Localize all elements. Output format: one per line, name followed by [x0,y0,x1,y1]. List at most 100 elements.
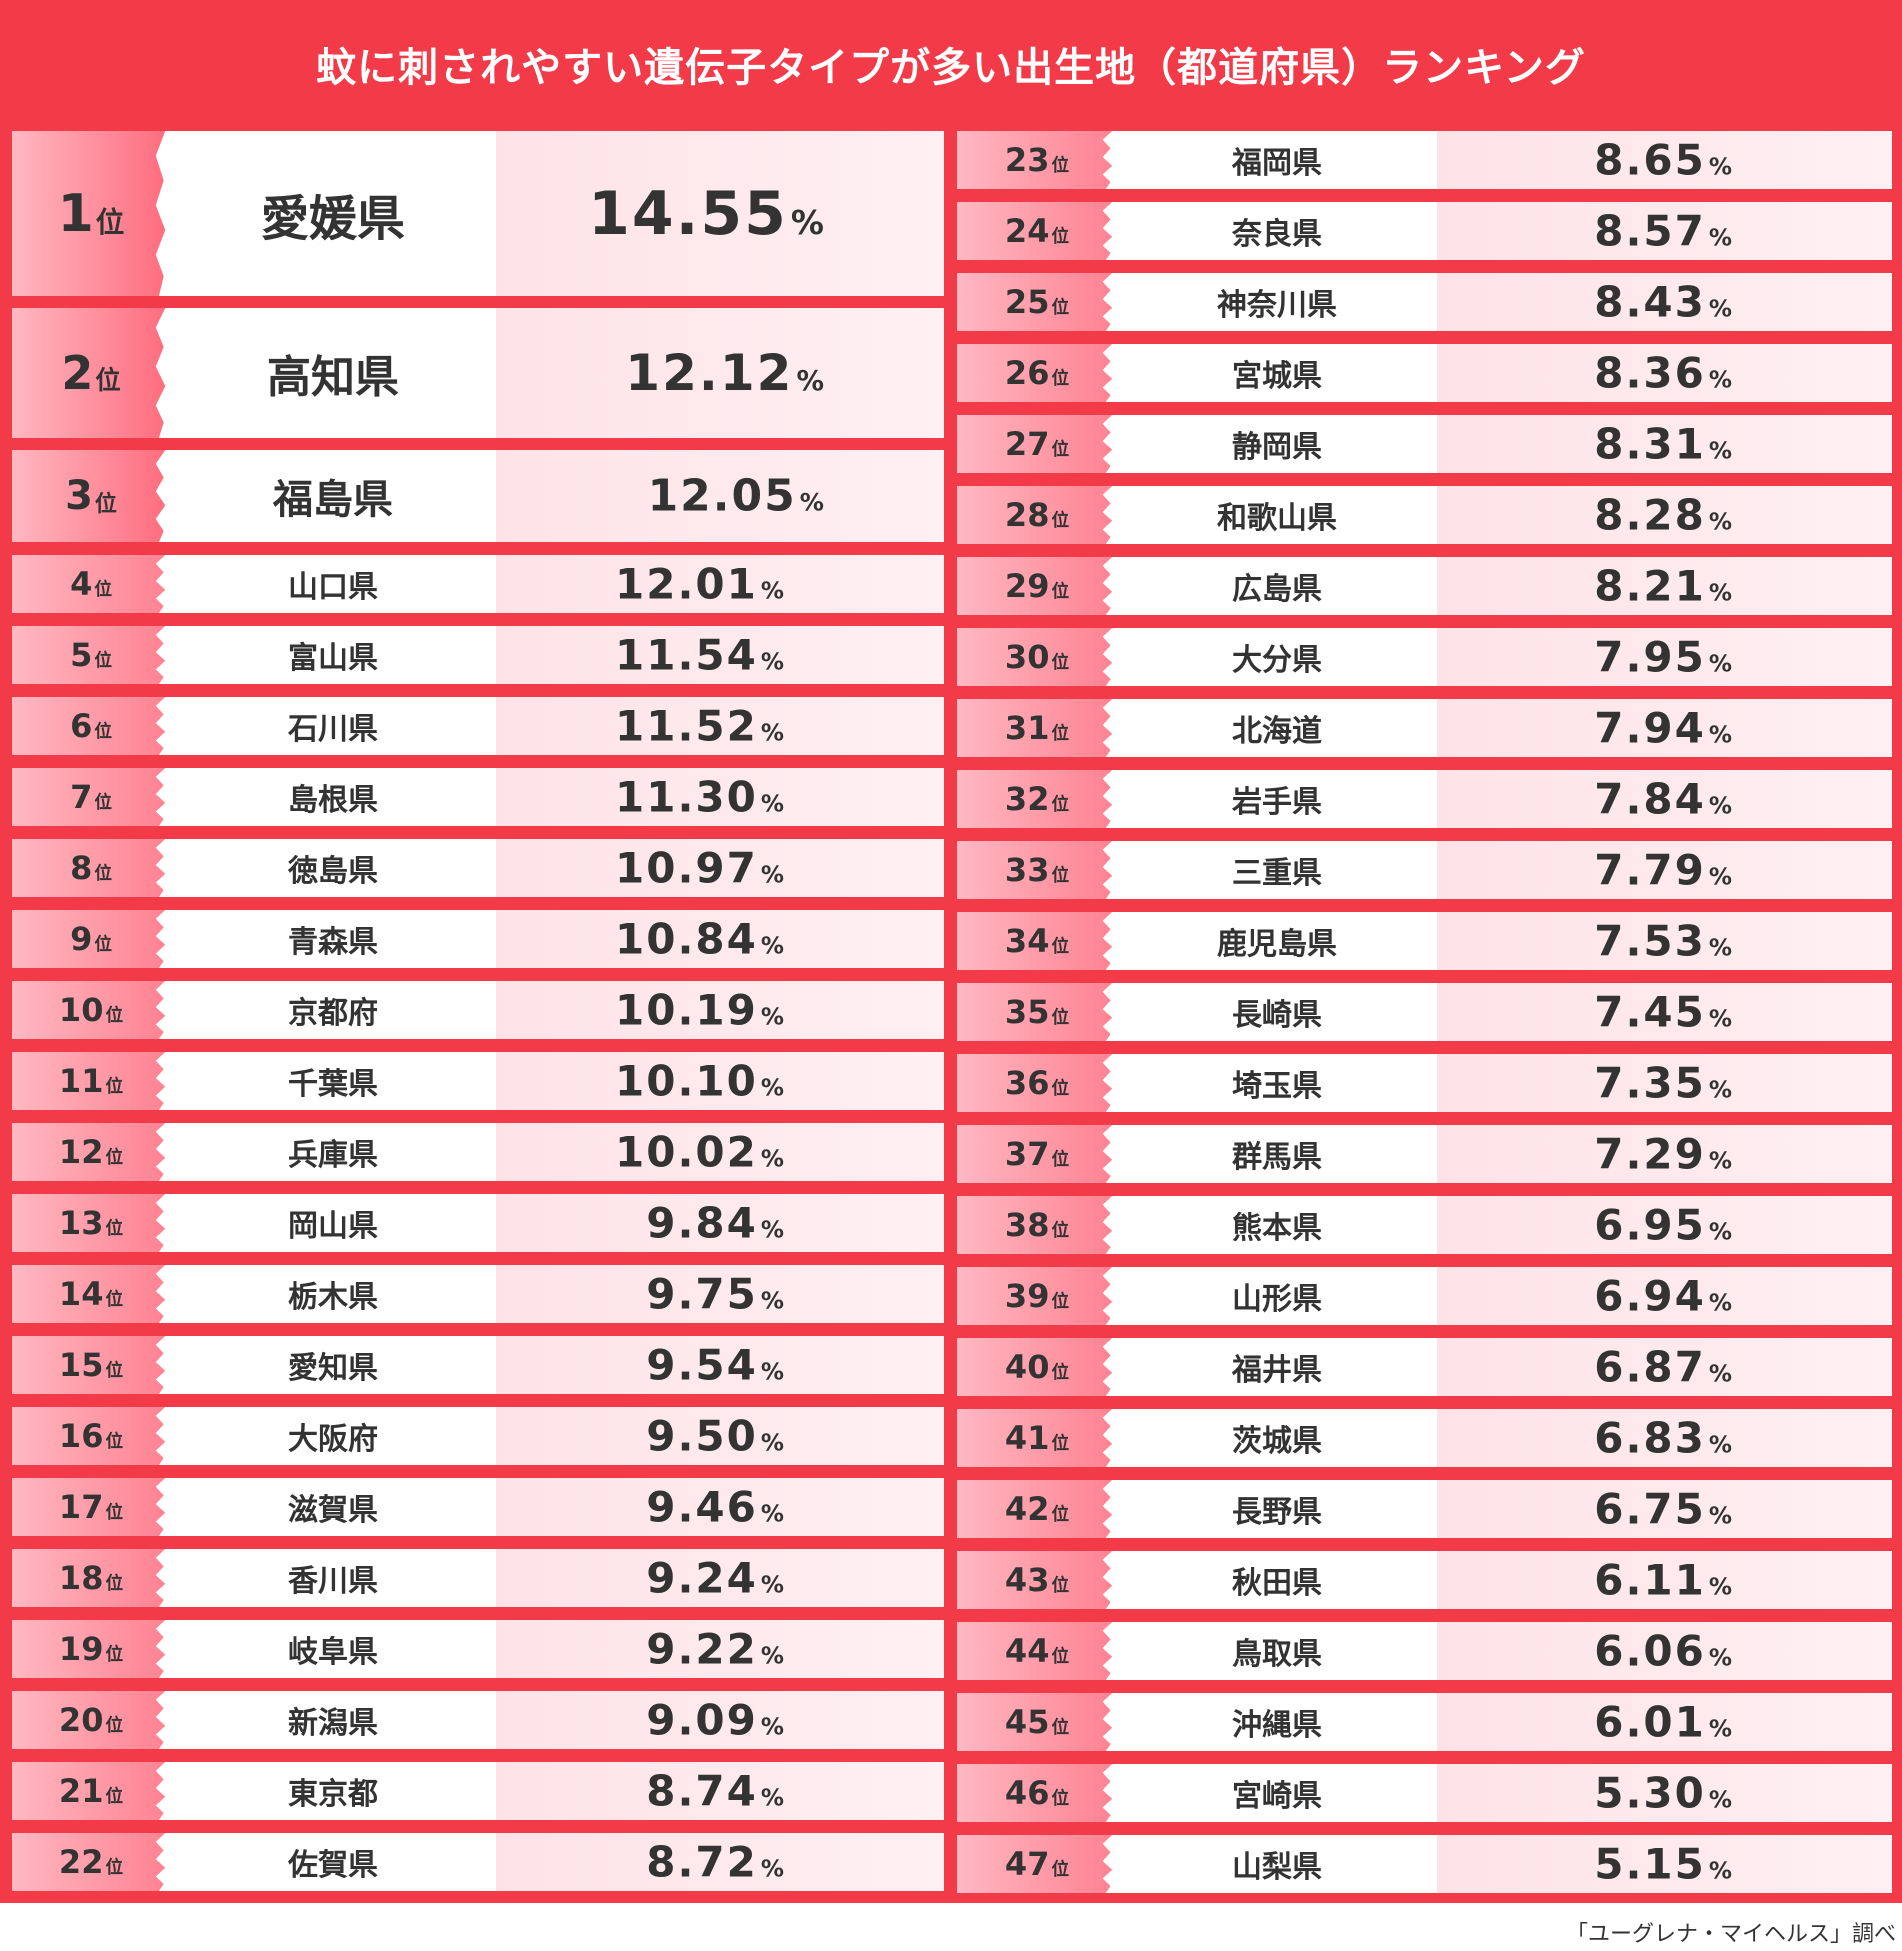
rank-number: 36 [1004,1064,1050,1102]
rank-cell: 21 位 [12,1762,166,1820]
ranking-row: 11 位 千葉県 10.10% [12,1052,944,1110]
prefecture-name: 滋賀県 [288,1493,378,1528]
percent-sign: % [1708,225,1732,252]
percentage-value: 11.30% [615,773,784,822]
prefecture-name: 北海道 [1232,714,1322,749]
ranking-row: 39 位 山形県 6.94% [957,1267,1892,1325]
rank-number: 9 [70,920,93,958]
percentage-value: 6.83% [1594,1414,1732,1463]
rank-suffix: 位 [1051,723,1070,744]
prefecture-name: 沖縄県 [1232,1708,1322,1743]
prefecture-name: 青森県 [288,925,378,960]
rank-cell: 22 位 [12,1833,166,1891]
value-number: 7.29 [1594,1129,1706,1179]
rank-number: 6 [70,707,93,745]
rank-cell: 12 位 [12,1123,166,1181]
rank-suffix: 位 [94,863,112,884]
rank-cell: 26 位 [957,344,1113,402]
rank-suffix: 位 [94,491,117,517]
rank-number: 18 [58,1559,104,1597]
ranking-row: 5 位 富山県 11.54% [12,626,944,684]
percentage-value: 10.02% [615,1128,784,1177]
rank-suffix: 位 [94,934,112,955]
rank-cell: 37 位 [957,1125,1113,1183]
prefecture-name: 茨城県 [1232,1424,1322,1459]
percentage-value: 7.45% [1594,988,1732,1037]
percentage-value: 9.24% [646,1554,784,1603]
percent-sign: % [760,1572,784,1599]
value-number: 8.65 [1594,135,1706,185]
rank-suffix: 位 [105,1786,124,1807]
rank-cell: 47 位 [957,1835,1113,1893]
value-number: 9.24 [646,1553,758,1603]
ranking-row: 14 位 栃木県 9.75% [12,1265,944,1323]
value-cell: 7.84% [1437,770,1892,828]
percentage-value: 10.84% [615,915,784,964]
prefecture-name: 山口県 [288,570,378,605]
rank-number: 8 [70,849,93,887]
rank-suffix: 位 [1051,936,1070,957]
value-number: 10.84 [615,914,758,964]
prefecture-name: 奈良県 [1232,217,1322,252]
prefecture-name: 高知県 [267,352,399,403]
ranking-row: 9 位 青森県 10.84% [12,910,944,968]
percentage-value: 9.09% [646,1696,784,1745]
rank-suffix: 位 [1051,1433,1070,1454]
prefecture-name: 山形県 [1232,1282,1322,1317]
rank-number: 29 [1004,567,1050,605]
ranking-row: 1 位 愛媛県 14.55% [12,131,944,296]
rank-suffix: 位 [105,1147,124,1168]
rank-cell: 45 位 [957,1693,1113,1751]
rank-number: 42 [1004,1490,1050,1528]
rank-cell: 17 位 [12,1478,166,1536]
rank-suffix: 位 [1051,581,1070,602]
rank-cell: 40 位 [957,1338,1113,1396]
prefecture-name: 栃木県 [288,1280,378,1315]
percentage-value: 9.84% [646,1199,784,1248]
percentage-value: 5.30% [1594,1769,1732,1818]
rank-suffix: 位 [94,579,112,600]
ranking-row: 26 位 宮城県 8.36% [957,344,1892,402]
rank-number: 45 [1004,1703,1050,1741]
value-cell: 12.01% [496,555,944,613]
percentage-value: 6.75% [1594,1485,1732,1534]
prefecture-name: 山梨県 [1232,1850,1322,1885]
rank-cell: 44 位 [957,1622,1113,1680]
rank-suffix: 位 [1051,155,1070,176]
value-number: 6.95 [1594,1200,1706,1250]
rank-number: 22 [58,1843,104,1881]
rank-suffix: 位 [105,1644,124,1665]
value-cell: 10.97% [496,839,944,897]
prefecture-name: 愛知県 [288,1351,378,1386]
rank-suffix: 位 [105,1573,124,1594]
ranking-row: 10 位 京都府 10.19% [12,981,944,1039]
rank-suffix: 位 [1051,1291,1070,1312]
value-cell: 7.79% [1437,841,1892,899]
value-cell: 9.24% [496,1549,944,1607]
percent-sign: % [760,578,784,605]
value-number: 10.02 [615,1127,758,1177]
rank-suffix: 位 [105,1218,124,1239]
rank-suffix: 位 [105,1005,124,1026]
ranking-row: 27 位 静岡県 8.31% [957,415,1892,473]
rank-suffix: 位 [1051,1575,1070,1596]
prefecture-name: 神奈川県 [1217,288,1337,323]
prefecture-name: 香川県 [288,1564,378,1599]
percentage-value: 9.46% [646,1483,784,1532]
ranking-row: 42 位 長野県 6.75% [957,1480,1892,1538]
ranking-row: 28 位 和歌山県 8.28% [957,486,1892,544]
rank-number: 2 [61,346,94,400]
value-cell: 8.31% [1437,415,1892,473]
percent-sign: % [760,1785,784,1812]
percentage-value: 7.94% [1594,704,1732,753]
value-cell: 8.43% [1437,273,1892,331]
ranking-row: 36 位 埼玉県 7.35% [957,1054,1892,1112]
value-number: 8.43 [1594,277,1706,327]
rank-number: 28 [1004,496,1050,534]
percentage-value: 11.52% [615,702,784,751]
rank-number: 10 [58,991,104,1029]
value-number: 9.84 [646,1198,758,1248]
ranking-row: 19 位 岐阜県 9.22% [12,1620,944,1678]
